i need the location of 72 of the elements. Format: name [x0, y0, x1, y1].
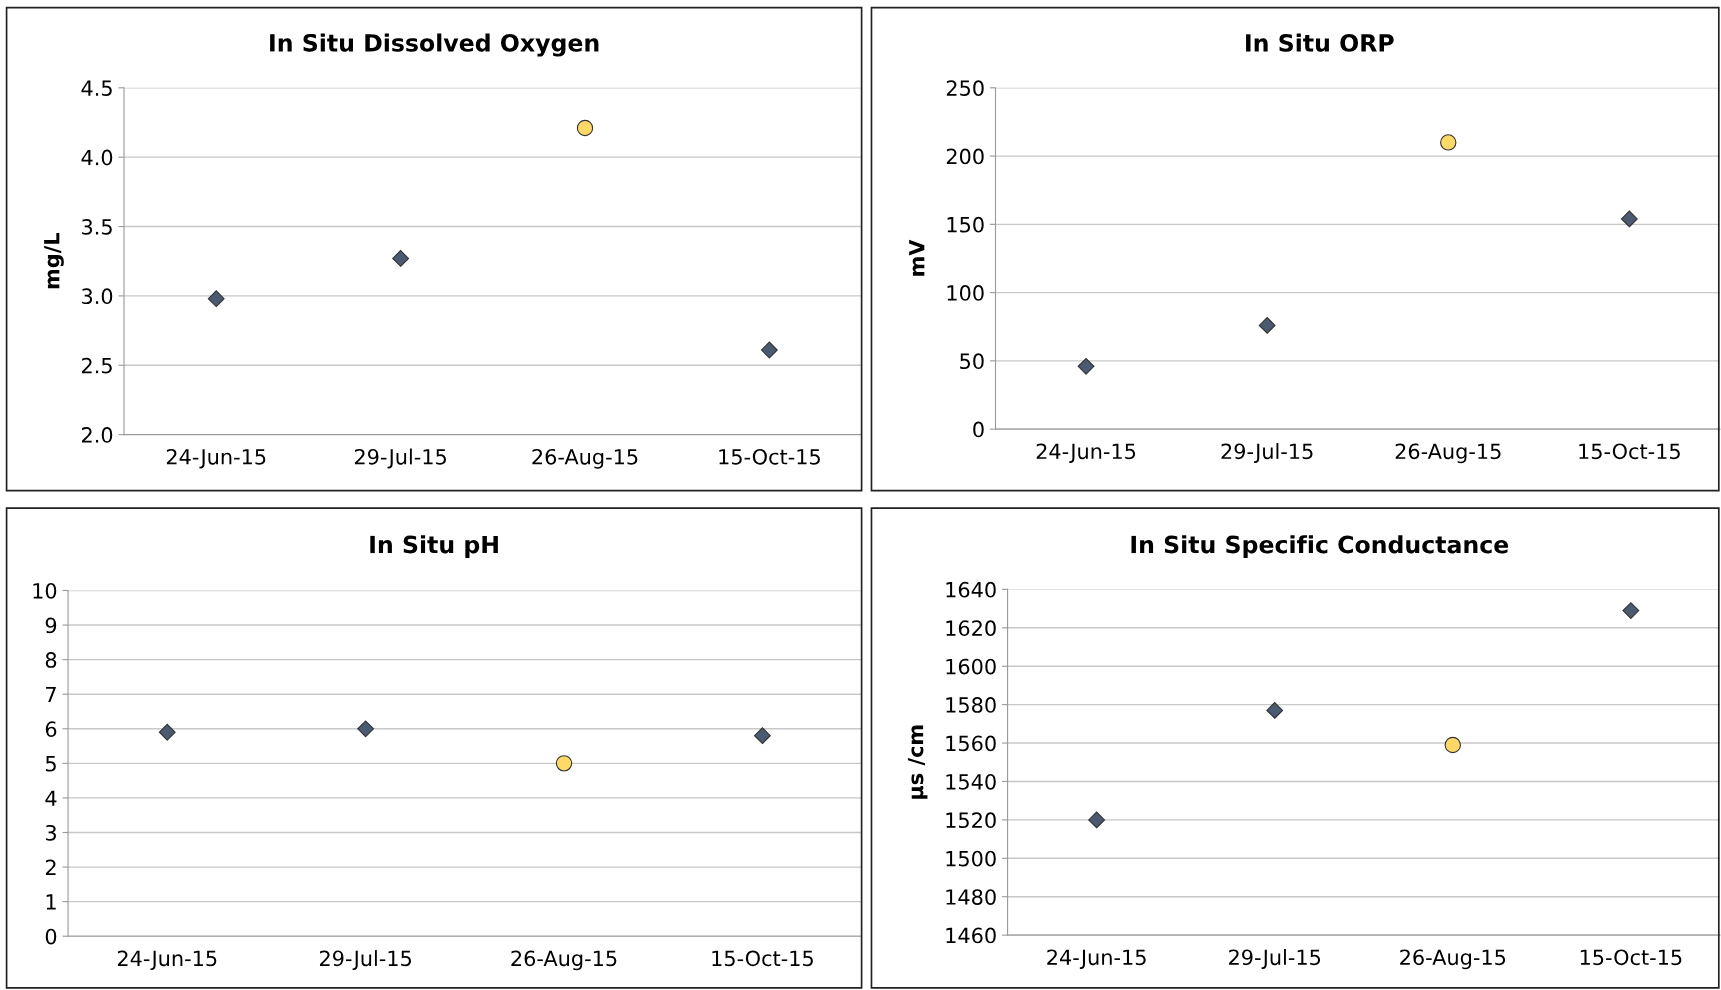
point [1088, 811, 1106, 829]
y-tick-label: 9 [45, 617, 57, 634]
point [1077, 357, 1095, 375]
point [1620, 210, 1638, 228]
x-tick-label: 29-Jul-15 [354, 448, 446, 469]
x-tick-label: 15-Oct-15 [719, 448, 820, 465]
point [357, 720, 375, 738]
y-tick-label: 200 [946, 148, 984, 165]
point [1622, 602, 1640, 619]
y-tick-label: 1460 [946, 927, 996, 944]
x-tick-label: 24-Jun-15 [1036, 443, 1136, 464]
y-tick-label: 10 [33, 582, 57, 599]
y-tick-label: 1480 [946, 889, 996, 905]
y-tick-label: 1540 [946, 773, 996, 790]
y-tick-label: 250 [946, 80, 984, 97]
point [555, 755, 573, 772]
y-axis-title: µs /cm [907, 725, 928, 799]
y-axis-title: mV [909, 239, 925, 276]
point [1440, 134, 1457, 151]
point [1258, 316, 1276, 334]
y-tick-label: 2.5 [82, 357, 112, 374]
y-tick-label: 6 [45, 721, 57, 737]
point [760, 341, 778, 359]
x-tick-label: 26-Aug-15 [1395, 443, 1501, 464]
x-tick-label: 24-Jun-15 [166, 448, 266, 469]
y-tick-label: 1600 [946, 658, 996, 675]
point [392, 250, 410, 267]
y-tick-label: 2 [45, 859, 56, 875]
chart-title: In Situ Specific Conductance [1131, 535, 1509, 559]
point [576, 119, 594, 137]
point [1266, 701, 1284, 719]
y-tick-label: 0 [973, 421, 984, 438]
y-tick-label: 50 [960, 353, 984, 370]
y-tick-label: 1500 [946, 850, 996, 867]
y-tick-label: 3.0 [82, 288, 113, 305]
chart-title: In Situ pH [370, 535, 498, 559]
x-tick-label: 15-Oct-15 [712, 950, 813, 967]
y-tick-label: 3 [45, 824, 56, 841]
x-tick-label: 15-Oct-15 [1579, 443, 1680, 460]
y-tick-label: 4.5 [81, 80, 112, 97]
y-tick-label: 150 [947, 216, 984, 233]
point [753, 727, 771, 745]
y-tick-label: 7 [46, 686, 56, 703]
x-tick-label: 26-Aug-15 [532, 448, 638, 469]
y-tick-label: 1560 [946, 735, 996, 752]
x-tick-label: 29-Jul-15 [319, 950, 411, 971]
y-tick-label: 3.5 [82, 218, 112, 235]
chart-title: In Situ ORP [1246, 33, 1394, 52]
y-tick-label: 4.0 [81, 149, 113, 166]
y-tick-label: 1520 [946, 812, 996, 829]
x-tick-label: 26-Aug-15 [511, 950, 617, 971]
y-tick-label: 0 [45, 928, 57, 945]
y-tick-label: 4 [45, 790, 57, 806]
y-tick-label: 100 [947, 285, 984, 301]
point [158, 723, 176, 741]
x-tick-label: 29-Jul-15 [1229, 949, 1321, 970]
y-tick-label: 1620 [946, 620, 996, 637]
point [1444, 736, 1461, 754]
y-tick-label: 8 [45, 652, 57, 668]
point [207, 290, 225, 308]
y-tick-label: 5 [45, 756, 56, 772]
x-tick-label: 26-Aug-15 [1400, 949, 1506, 970]
x-tick-label: 15-Oct-15 [1580, 949, 1682, 966]
y-tick-label: 1 [46, 894, 56, 910]
y-axis-title: mg/L [44, 233, 64, 289]
x-tick-label: 24-Jun-15 [117, 950, 217, 971]
y-tick-label: 1580 [946, 697, 996, 713]
chart-title: In Situ Dissolved Oxygen [270, 33, 599, 57]
x-tick-label: 29-Jul-15 [1221, 443, 1313, 464]
y-tick-label: 1640 [946, 581, 996, 598]
y-tick-label: 2.0 [82, 427, 113, 443]
x-tick-label: 24-Jun-15 [1047, 949, 1146, 970]
